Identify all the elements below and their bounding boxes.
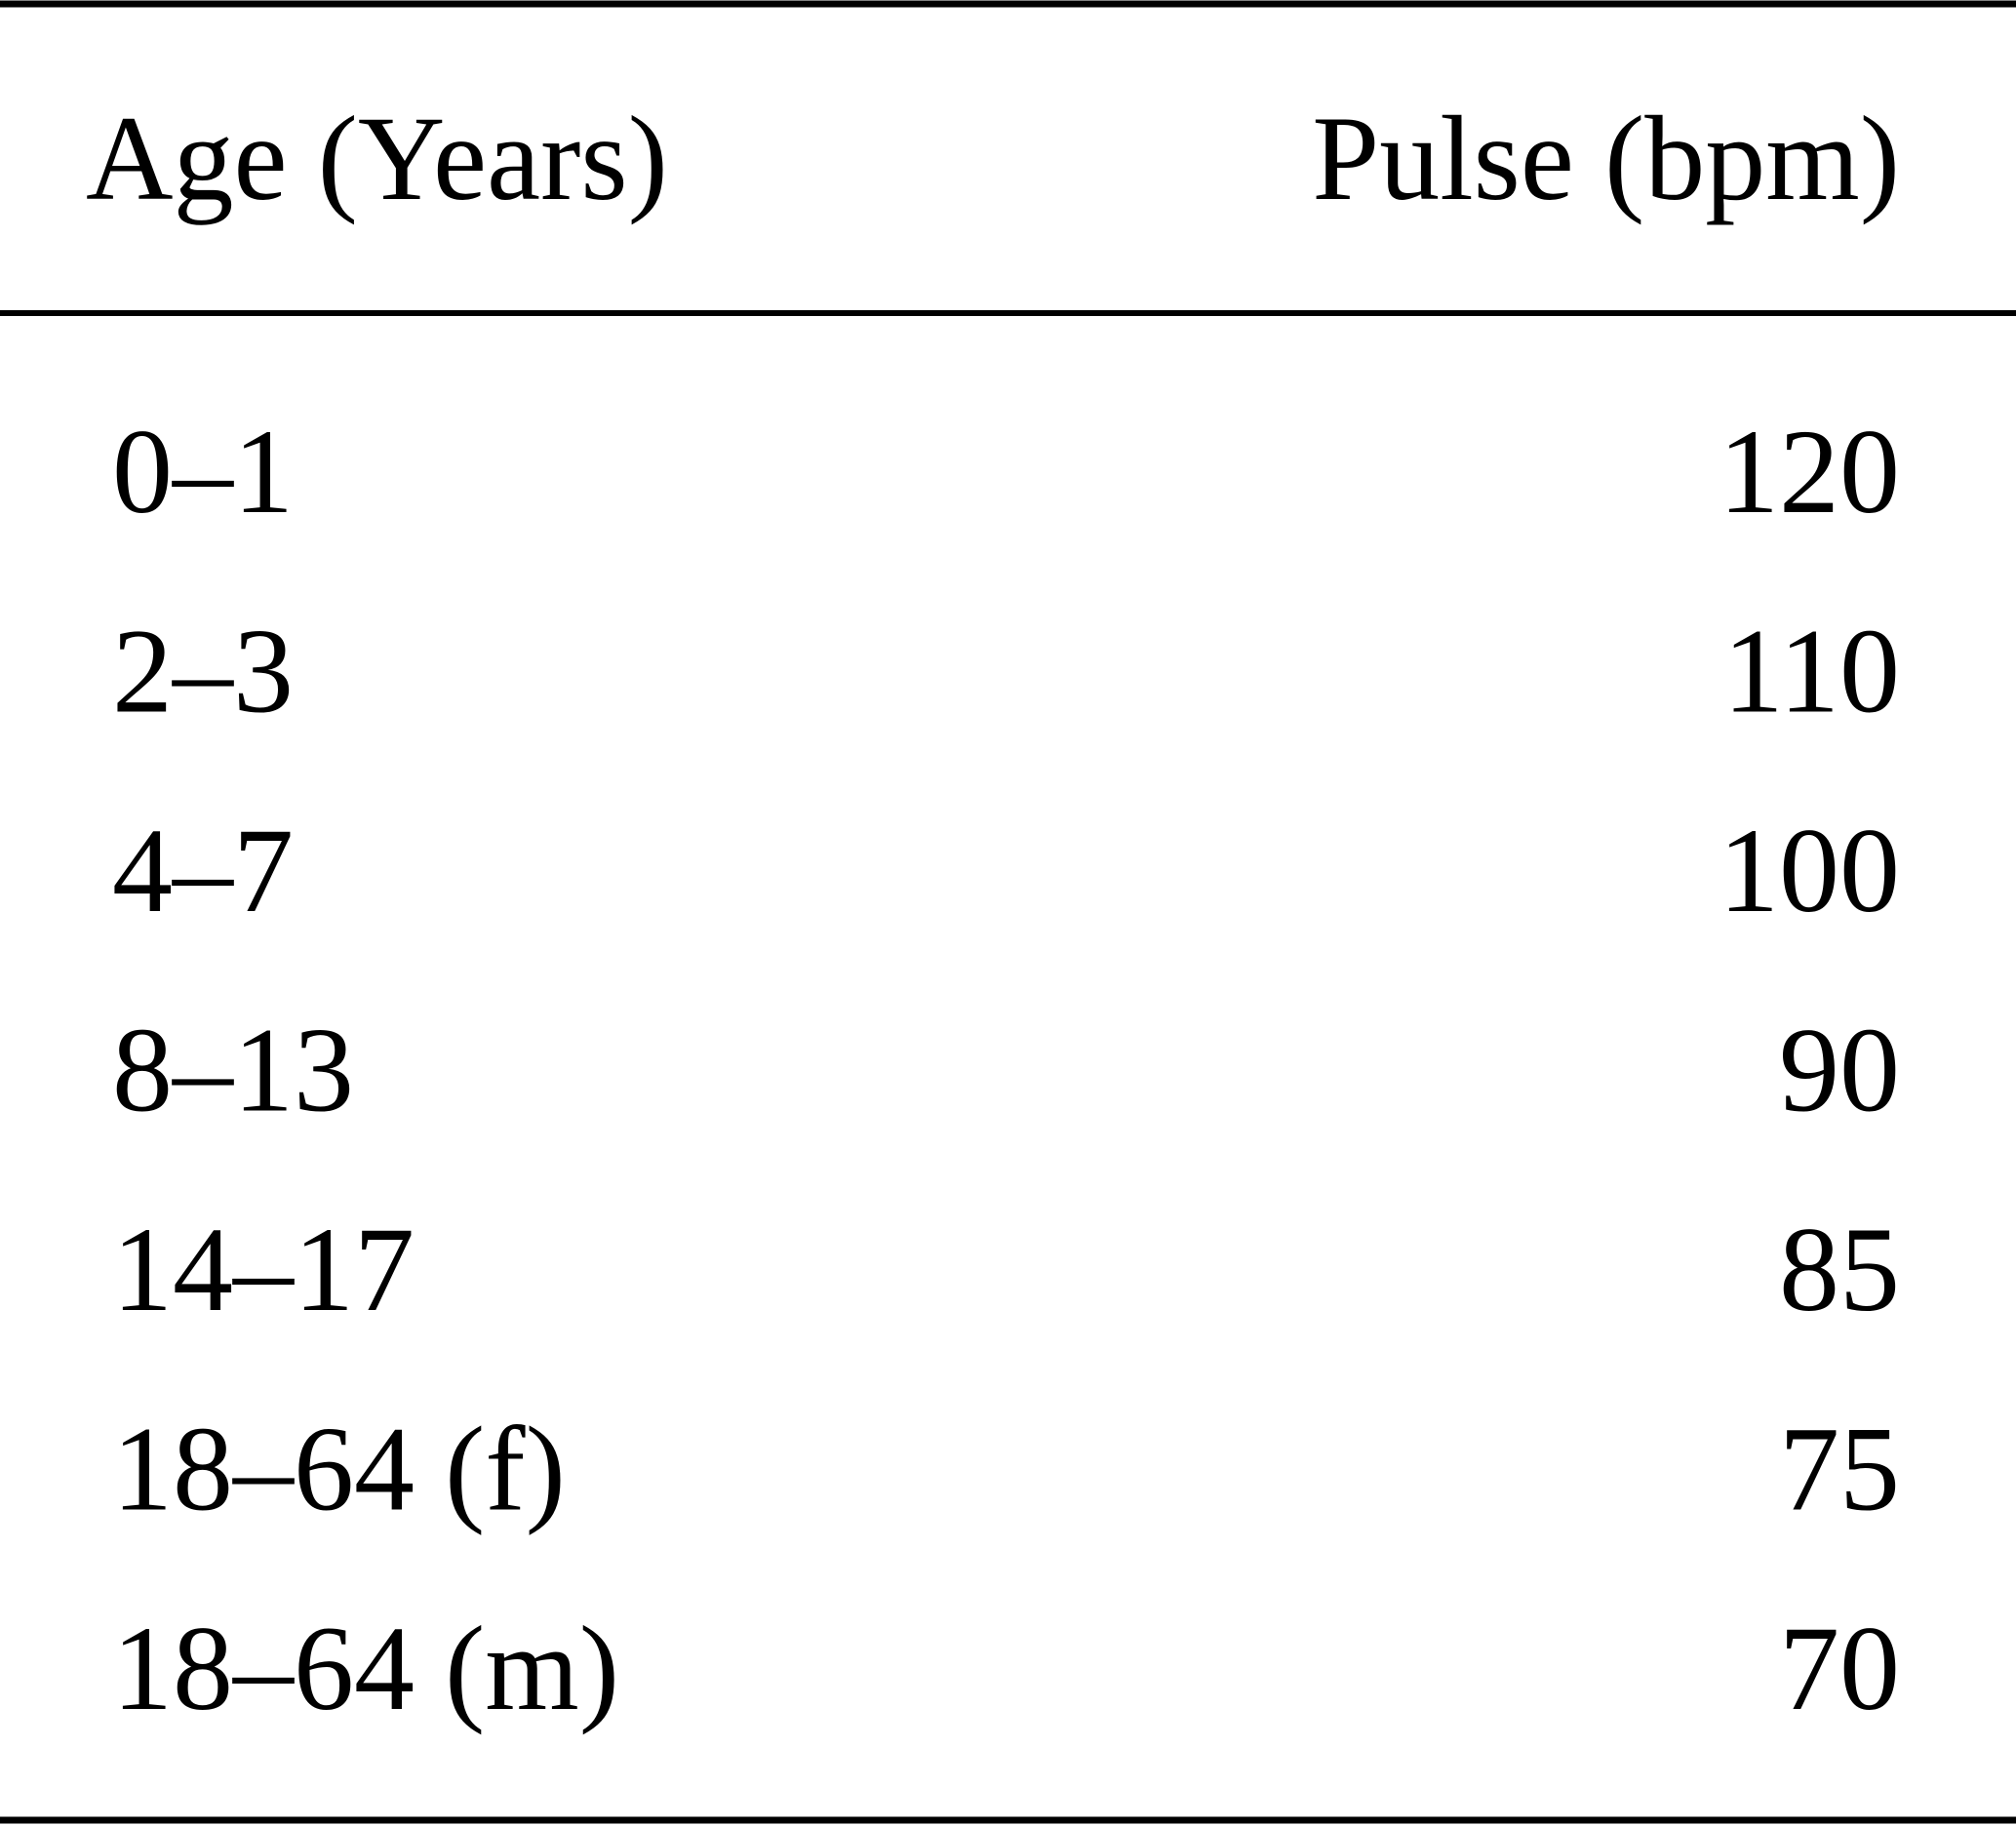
pulse-cell: 90 [1779,1004,1900,1137]
pulse-cell: 75 [1779,1403,1900,1536]
age-cell: 0–1 [112,405,294,538]
pulse-cell: 120 [1719,405,1900,538]
pulse-cell: 110 [1723,605,1900,738]
header-cell: Pulse (bpm) [1312,92,1900,225]
header-cell: Age (Years) [86,92,668,225]
pulse-cell: 70 [1779,1602,1900,1735]
age-cell: 14–17 [112,1203,415,1336]
pulse-cell: 100 [1719,804,1900,937]
age-cell: 18–64 (m) [112,1602,619,1735]
pulse-cell: 85 [1779,1203,1900,1336]
age-cell: 4–7 [112,804,294,937]
age-cell: 8–13 [112,1004,354,1137]
age-cell: 18–64 (f) [112,1403,566,1536]
age-cell: 2–3 [112,605,294,738]
